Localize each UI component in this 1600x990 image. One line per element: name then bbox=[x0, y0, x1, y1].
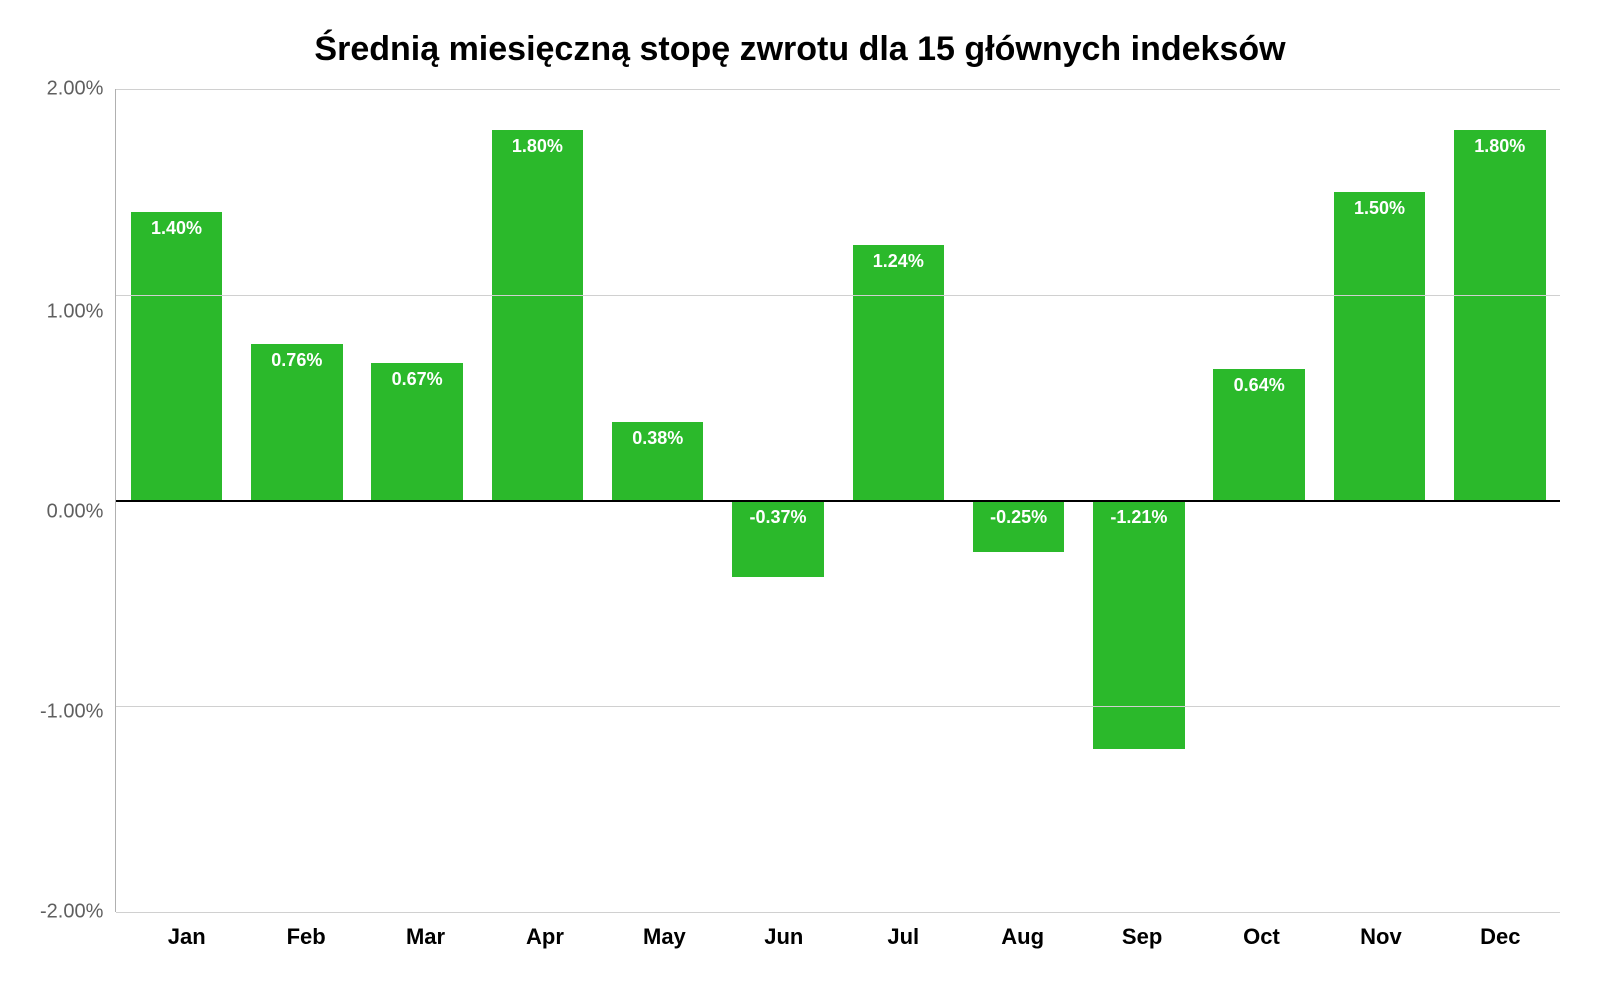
x-tick-label: Jan bbox=[127, 924, 246, 950]
bar: 1.40% bbox=[131, 212, 222, 500]
y-tick-label: -1.00% bbox=[40, 701, 103, 724]
x-tick-label: Jul bbox=[844, 924, 963, 950]
x-tick-label: Dec bbox=[1441, 924, 1560, 950]
y-tick-label: 2.00% bbox=[40, 78, 103, 101]
bar: 1.50% bbox=[1334, 192, 1425, 501]
y-tick-label: 1.00% bbox=[40, 301, 103, 324]
bar: 0.64% bbox=[1213, 369, 1304, 501]
bar-value-label: 1.80% bbox=[492, 130, 583, 163]
x-tick-label: Oct bbox=[1202, 924, 1321, 950]
x-axis: JanFebMarAprMayJunJulAugSepOctNovDec bbox=[40, 912, 1560, 950]
x-tick-label: May bbox=[605, 924, 724, 950]
plot-area: 1.40% 0.76% 0.67% 1.80% 0.38% -0.37% 1.24% -0.2… bbox=[115, 89, 1560, 912]
y-axis: 2.00%1.00%0.00%-1.00%-2.00% bbox=[40, 89, 115, 912]
x-tick-label: Mar bbox=[366, 924, 485, 950]
bar-value-label: 1.40% bbox=[131, 212, 222, 245]
bar-value-label: -0.37% bbox=[732, 501, 823, 534]
x-tick-label: Nov bbox=[1321, 924, 1440, 950]
chart-body: 2.00%1.00%0.00%-1.00%-2.00% 1.40%0.76%0.… bbox=[40, 89, 1560, 912]
x-axis-spacer bbox=[40, 924, 127, 950]
bar: 0.67% bbox=[371, 363, 462, 501]
bar: 1.24% bbox=[853, 245, 944, 500]
bar-value-label: -1.21% bbox=[1093, 501, 1184, 534]
bar-value-label: 1.24% bbox=[853, 245, 944, 278]
x-tick-label: Apr bbox=[485, 924, 604, 950]
grid-line bbox=[116, 912, 1560, 913]
bar-value-label: 1.50% bbox=[1334, 192, 1425, 225]
bar-value-label: 1.80% bbox=[1454, 130, 1545, 163]
x-tick-label: Feb bbox=[246, 924, 365, 950]
bar: 0.76% bbox=[251, 344, 342, 500]
x-axis-labels: JanFebMarAprMayJunJulAugSepOctNovDec bbox=[127, 924, 1560, 950]
x-tick-label: Sep bbox=[1082, 924, 1201, 950]
bar-value-label: 0.76% bbox=[251, 344, 342, 377]
bar: -1.21% bbox=[1093, 501, 1184, 750]
y-tick-label: 0.00% bbox=[40, 501, 103, 524]
x-tick-label: Jun bbox=[724, 924, 843, 950]
bar: 0.38% bbox=[612, 422, 703, 500]
chart-container: Średnią miesięczną stopę zwrotu dla 15 g… bbox=[0, 0, 1600, 990]
chart-title: Średnią miesięczną stopę zwrotu dla 15 g… bbox=[40, 30, 1560, 69]
bar: -0.25% bbox=[973, 501, 1064, 552]
bar: -0.37% bbox=[732, 501, 823, 577]
y-tick-label: -2.00% bbox=[40, 901, 103, 924]
zero-line bbox=[116, 500, 1560, 502]
grid-line bbox=[116, 89, 1560, 90]
bar: 1.80% bbox=[492, 130, 583, 500]
x-tick-label: Aug bbox=[963, 924, 1082, 950]
bar-value-label: 0.67% bbox=[371, 363, 462, 396]
grid-line bbox=[116, 706, 1560, 707]
bar-value-label: -0.25% bbox=[973, 501, 1064, 534]
bar: 1.80% bbox=[1454, 130, 1545, 500]
grid-line bbox=[116, 295, 1560, 296]
bar-value-label: 0.38% bbox=[612, 422, 703, 455]
bar-value-label: 0.64% bbox=[1213, 369, 1304, 402]
